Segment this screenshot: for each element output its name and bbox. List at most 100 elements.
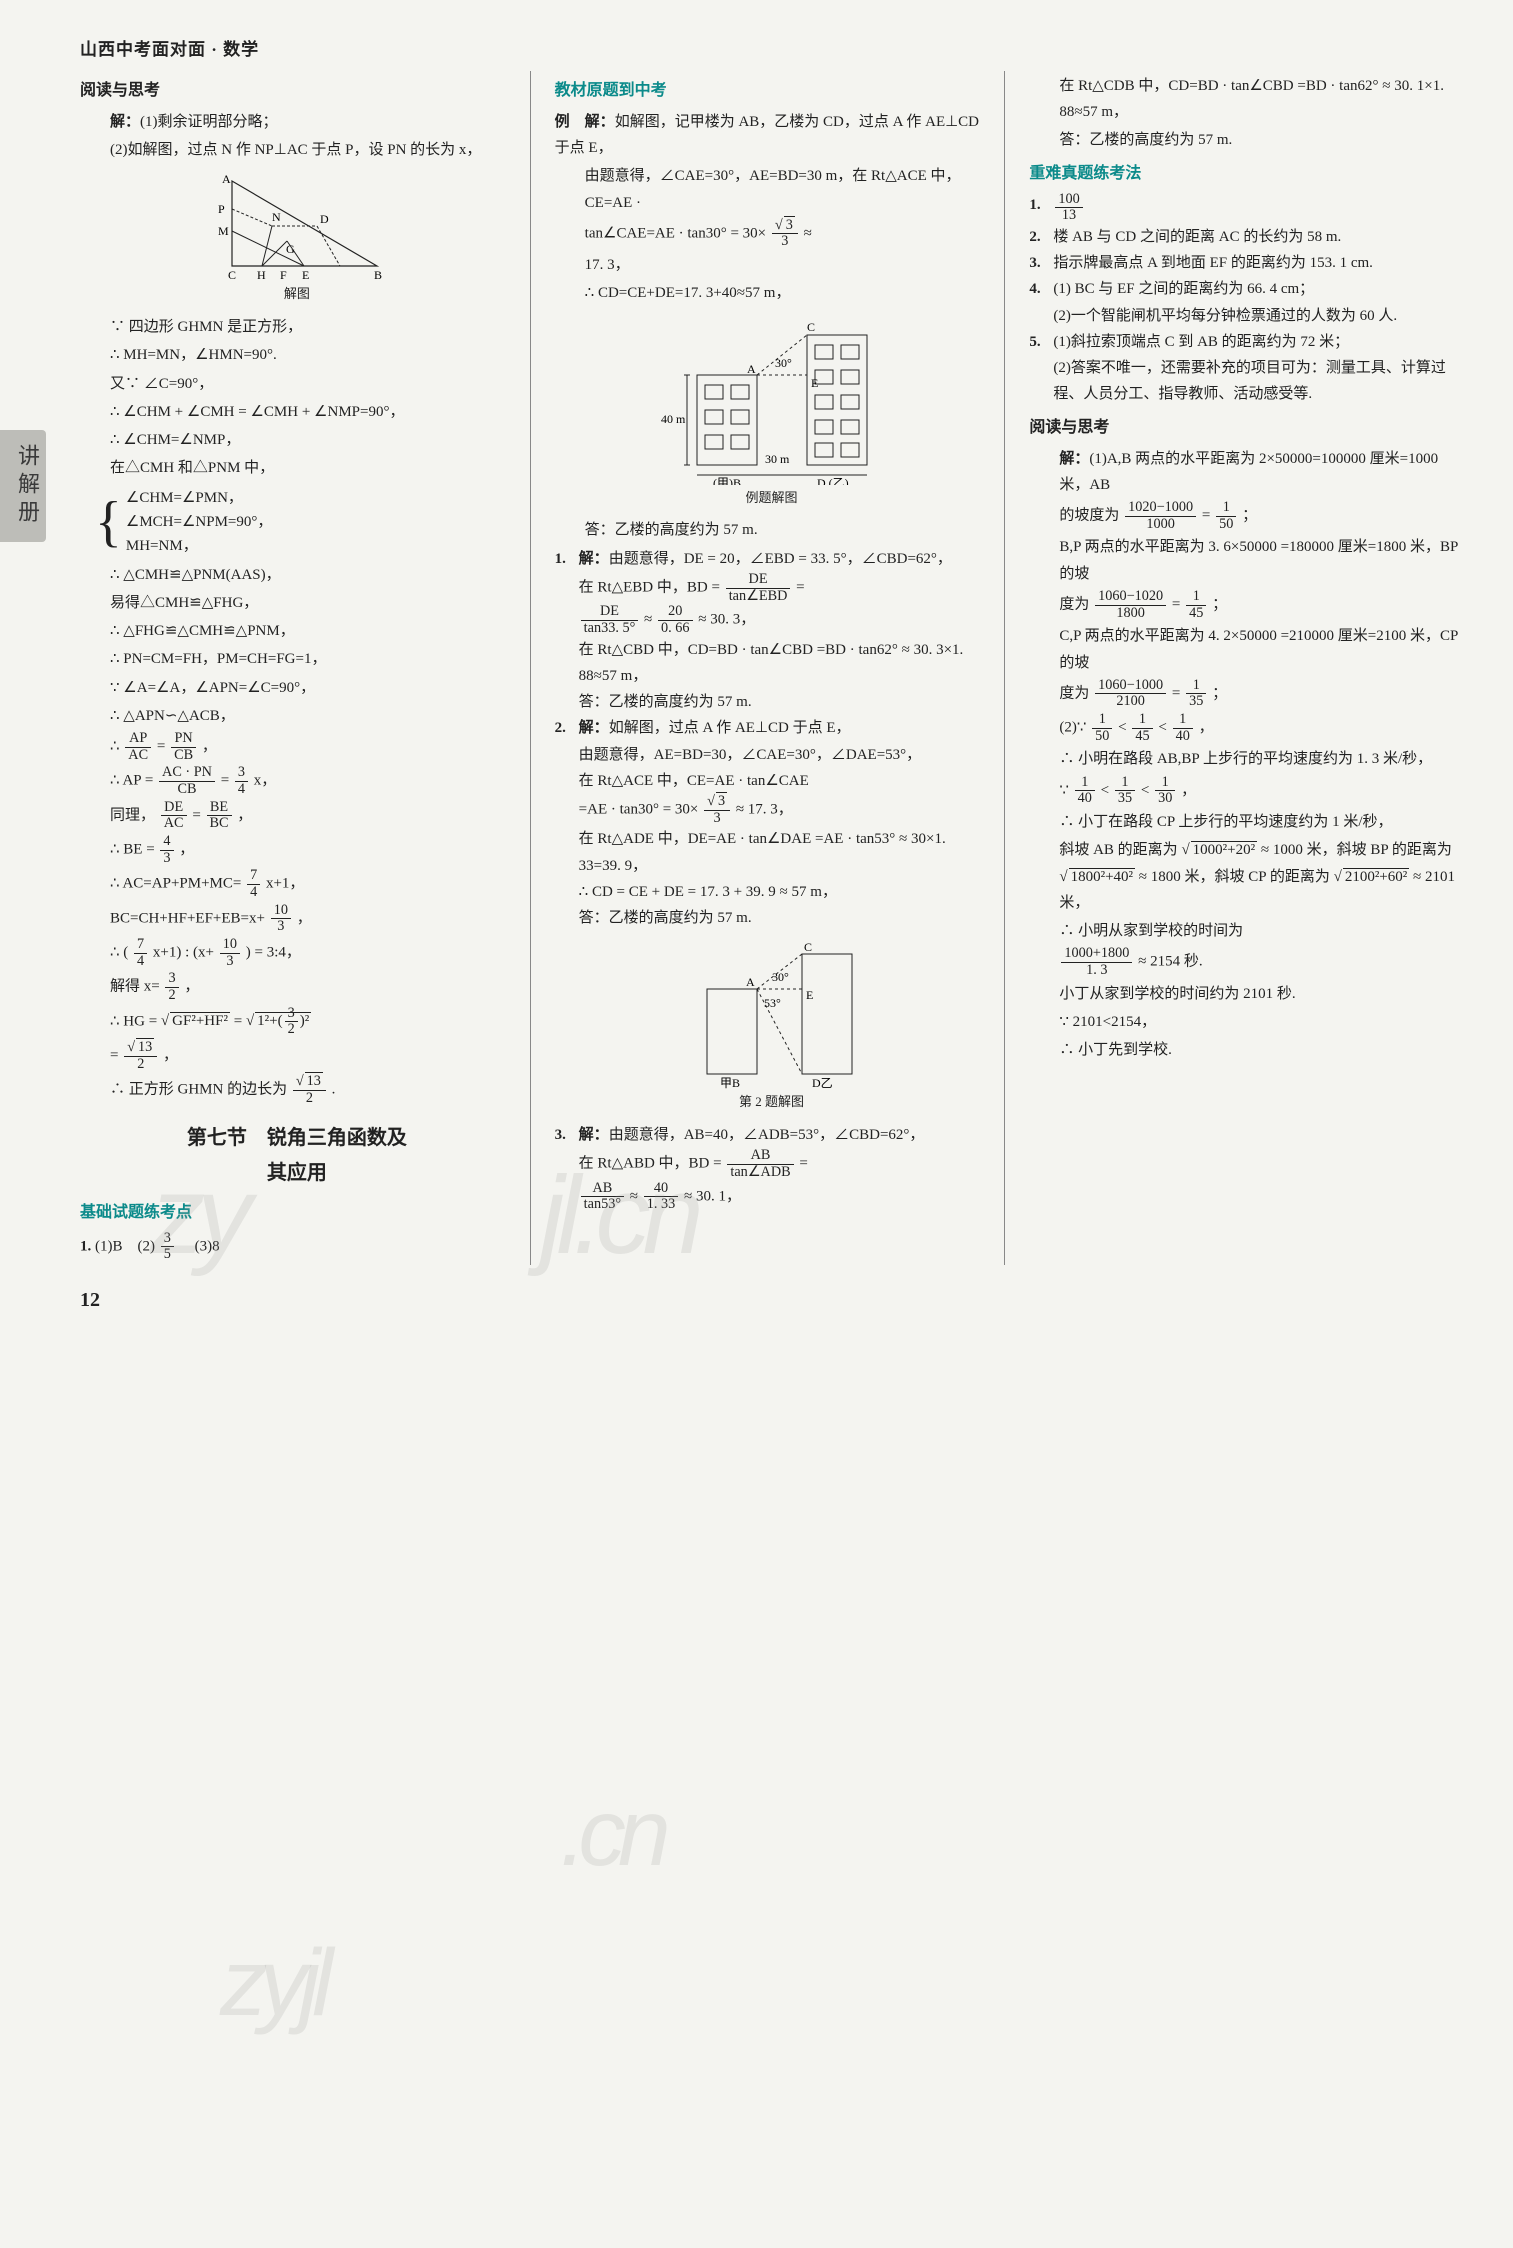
answer-1: 1. (1)B (2) 35 (3)8 [80,1231,514,1263]
text: ∴ 小丁先到学校. [1029,1037,1463,1063]
svg-text:30°: 30° [775,356,792,370]
cases-brace: { ∠CHM=∠PMN， ∠MCH=∠NPM=90°， MH=NM， [95,486,514,558]
svg-text:E: E [806,988,813,1002]
text: 小丁从家到学校的时间约为 2101 秒. [1029,981,1463,1007]
svg-text:D乙: D乙 [812,1076,833,1089]
text: ∴ ∠CHM=∠NMP， [80,427,514,453]
text: (2)如解图，过点 N 作 NP⊥AC 于点 P，设 PN 的长为 x， [80,137,514,163]
column-1: 阅读与思考 解：(1)剩余证明部分略； (2)如解图，过点 N 作 NP⊥AC … [80,71,531,1265]
svg-text:G: G [286,242,295,256]
example: 例 解：如解图，记甲楼为 AB，乙楼为 CD，过点 A 作 AE⊥CD 于点 E… [555,109,989,162]
svg-text:D: D [320,212,329,226]
heading-reading: 阅读与思考 [80,77,514,105]
text: 答：乙楼的高度约为 57 m. [1029,127,1463,153]
text: ∴ △APN∽△ACB， [80,703,514,729]
svg-text:M: M [218,224,229,238]
side-tab: 讲解册 [0,430,46,542]
column-3: 在 Rt△CDB 中，CD=BD · tan∠CBD =BD · tan62° … [1029,71,1463,1265]
equation: 斜坡 AB 的距离为 1000²+20² ≈ 1000 米，斜坡 BP 的距离为… [1029,837,1463,916]
text: ∵ 2101<2154， [1029,1009,1463,1035]
problem-3: 3. 解：由题意得，AB=40，∠ADB=53°，∠CBD=62°， 在 Rt△… [555,1122,989,1213]
heading-reading-2: 阅读与思考 [1029,414,1463,442]
problem-2: 2. 解：如解图，过点 A 作 AE⊥CD 于点 E， 由题意得，AE=BD=3… [555,715,989,931]
hard-3: 3.指示牌最高点 A 到地面 EF 的距离约为 153. 1 cm. [1029,250,1463,276]
svg-text:N: N [272,210,281,224]
watermark: .cn [560,1750,663,1916]
text: ∴ 小明在路段 AB,BP 上步行的平均速度约为 1. 3 米/秒， [1029,746,1463,772]
equation: 的坡度为 1020−10001000 = 150 ； [1029,500,1463,532]
equation: ∴ ( 74 x+1) : (x+ 103 ) = 3:4， [80,937,514,969]
problem-1: 1. 解：由题意得，DE = 20，∠EBD = 33. 5°，∠CBD=62°… [555,546,989,716]
equation: (2)∵ 150 < 145 < 140 ， [1029,712,1463,744]
hard-5: 5.(1)斜拉索顶端点 C 到 AB 的距离约为 72 米；(2)答案不唯一，还… [1029,329,1463,408]
text: 在△CMH 和△PNM 中， [80,455,514,481]
text: ∴ 小明从家到学校的时间为 [1029,918,1463,944]
text: 17. 3， [555,252,989,278]
svg-text:A: A [746,975,755,989]
equation: = 132 ， [80,1040,514,1072]
equation: ∴ AC=AP+PM+MC= 74 x+1， [80,868,514,900]
text: C,P 两点的水平距离为 4. 2×50000 =210000 厘米=2100 … [1029,623,1463,676]
text: 答：乙楼的高度约为 57 m. [555,517,989,543]
svg-text:B: B [374,268,382,281]
section-7-heading: 第七节 锐角三角函数及 其应用 [80,1121,514,1191]
figure-buildings-1: C A E 30° 40 m 30 m (甲)B D (乙) 例题解图 [555,315,989,510]
svg-text:30°: 30° [772,970,789,984]
svg-text:F: F [280,268,287,281]
text: ∴ △FHG≌△CMH≌△PNM， [80,618,514,644]
equation: ∵ 140 < 135 < 130 ， [1029,775,1463,807]
svg-text:C: C [804,940,812,954]
svg-text:A: A [747,362,756,376]
book-title: 山西中考面对面 · 数学 [80,35,1463,65]
text: ∵ 四边形 GHMN 是正方形， [80,314,514,340]
equation: 1000+18001. 3 ≈ 2154 秒. [1029,946,1463,978]
figure-buildings-2: C A E 30° 53° 甲B D乙 第 2 题解图 [555,939,989,1114]
equation: tan∠CAE=AE · tan30° = 30× 33 ≈ [555,218,989,250]
figure-triangle: A P M C H F E B N G D 解图 [80,171,514,306]
svg-text:30 m: 30 m [765,452,790,466]
equation: 度为 1060−10002100 = 135 ； [1029,678,1463,710]
text: ∴ PN=CM=FH，PM=CH=FG=1， [80,646,514,672]
svg-text:40 m: 40 m [661,412,686,426]
text: ∴ △CMH≌△PNM(AAS)， [80,562,514,588]
equation: 度为 1060−10201800 = 145 ； [1029,589,1463,621]
heading-base: 基础试题练考点 [80,1199,514,1227]
watermark: zyjl [220,1900,325,2066]
text: ∴ 小丁在路段 CP 上步行的平均速度约为 1 米/秒， [1029,809,1463,835]
text: ∴ ∠CHM + ∠CMH = ∠CMH + ∠NMP=90°， [80,399,514,425]
content-columns: 阅读与思考 解：(1)剩余证明部分略； (2)如解图，过点 N 作 NP⊥AC … [80,71,1463,1265]
svg-text:甲B: 甲B [720,1076,740,1089]
text: 在 Rt△CDB 中，CD=BD · tan∠CBD =BD · tan62° … [1029,73,1463,126]
text: B,P 两点的水平距离为 3. 6×50000 =180000 厘米=1800 … [1029,534,1463,587]
svg-text:H: H [257,268,266,281]
hard-1: 1. 10013 [1029,192,1463,224]
svg-text:(甲)B: (甲)B [713,476,741,485]
svg-text:53°: 53° [764,996,781,1010]
equation: ∴ AP = AC · PNCB = 34 x， [80,765,514,797]
svg-text:C: C [807,320,815,334]
equation: ∴ 正方形 GHMN 的边长为 132 . [80,1074,514,1106]
svg-text:E: E [302,268,309,281]
svg-text:E: E [811,376,818,390]
text: 易得△CMH≌△FHG， [80,590,514,616]
equation: ∴ BE = 43 ， [80,834,514,866]
equation: 解得 x= 32 ， [80,971,514,1003]
text: 由题意得，∠CAE=30°，AE=BD=30 m，在 Rt△ACE 中，CE=A… [555,163,989,216]
text: ∴ CD=CE+DE=17. 3+40≈57 m， [555,280,989,306]
equation: BC=CH+HF+EF+EB=x+ 103 ， [80,903,514,935]
hard-2: 2.楼 AB 与 CD 之间的距离 AC 的长约为 58 m. [1029,224,1463,250]
text: ∴ MH=MN，∠HMN=90°. [80,342,514,368]
text: ∵ ∠A=∠A，∠APN=∠C=90°， [80,675,514,701]
heading-textbook: 教材原题到中考 [555,77,989,105]
svg-text:A: A [222,172,231,186]
svg-text:P: P [218,202,225,216]
equation: 同理， DEAC = BEBC ， [80,800,514,832]
svg-text:D (乙): D (乙) [817,476,849,485]
hard-4: 4.(1) BC 与 EF 之间的距离约为 66. 4 cm；(2)一个智能闸机… [1029,276,1463,329]
column-2: 教材原题到中考 例 解：如解图，记甲楼为 AB，乙楼为 CD，过点 A 作 AE… [555,71,1006,1265]
page-number: 12 [80,1283,1463,1318]
equation: ∴ HG = GF²+HF² = 1²+(32)² [80,1006,514,1038]
text: 解：(1)剩余证明部分略； [80,109,514,135]
svg-text:C: C [228,268,236,281]
heading-hard: 重难真题练考法 [1029,160,1463,188]
